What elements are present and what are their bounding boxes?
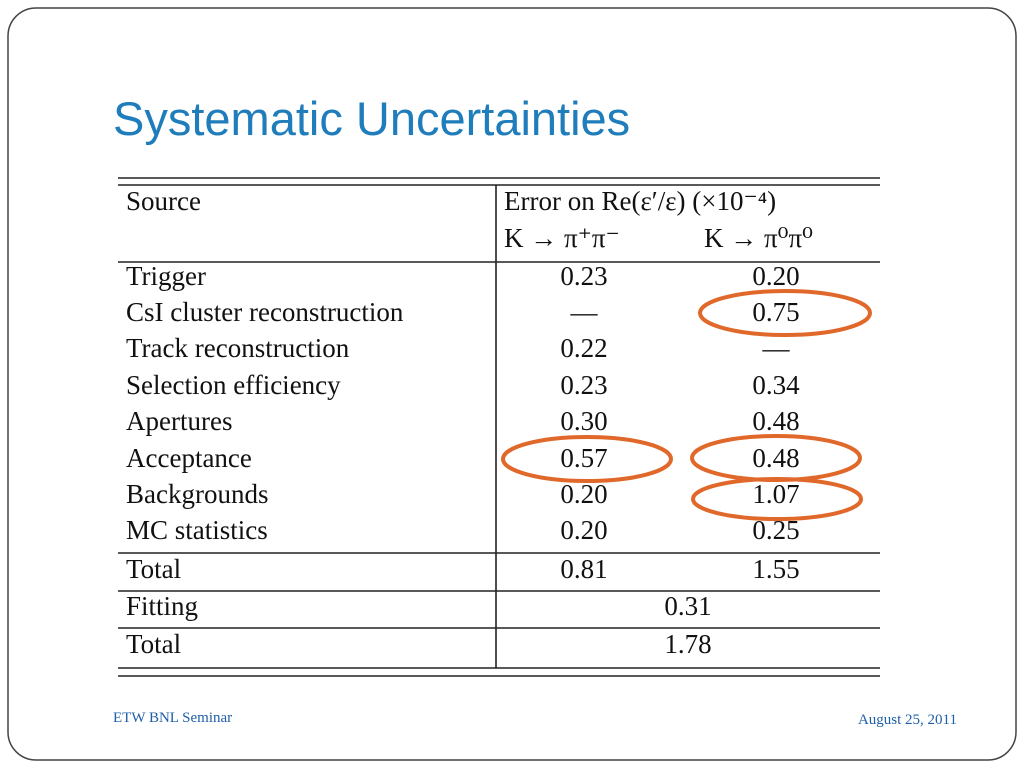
value-cell: 0.20 (560, 515, 607, 545)
row-label: MC statistics (126, 515, 268, 545)
row-label: Apertures (126, 406, 232, 436)
footer-left: ETW BNL Seminar (113, 710, 232, 726)
row-label: Fitting (126, 591, 198, 621)
row-label: Acceptance (126, 443, 252, 473)
row-label: Total (126, 629, 181, 659)
highlight-ring (691, 477, 863, 521)
row-label: Total (126, 554, 181, 584)
highlight-ring (698, 289, 872, 337)
highlight-rings (501, 289, 872, 521)
row-label: Track reconstruction (126, 333, 350, 363)
value-cell: 0.75 (752, 297, 799, 327)
table: Source Error on Re(ε′/ε) (×10⁻⁴) K → π⁺π⁻ K… (126, 186, 813, 659)
value-cell: — (762, 333, 791, 363)
footer-right: August 25, 2011 (858, 712, 957, 728)
value-cell: 0.81 (560, 554, 607, 584)
highlight-ring (501, 435, 673, 483)
row-label: Selection efficiency (126, 370, 341, 400)
value-cell: 0.48 (752, 443, 799, 473)
value-cell: 0.23 (560, 261, 607, 291)
header-cell: Error on Re(ε′/ε) (×10⁻⁴) (504, 186, 776, 216)
value-cell: 0.48 (752, 406, 799, 436)
subheader-cell: K → π⁰π⁰ (704, 223, 813, 253)
header-cell: Source (126, 186, 201, 216)
value-cell: 0.22 (560, 333, 607, 363)
value-cell: 0.20 (752, 261, 799, 291)
value-cell: — (570, 297, 599, 327)
slide-title: Systematic Uncertainties (113, 92, 630, 145)
value-cell: 0.20 (560, 479, 607, 509)
row-label: Backgrounds (126, 479, 268, 509)
value-cell: 0.57 (560, 443, 607, 473)
value-cell: 1.55 (752, 554, 799, 584)
subheader-cell: K → π⁺π⁻ (504, 223, 620, 253)
value-cell: 0.34 (752, 370, 800, 400)
value-cell: 0.23 (560, 370, 607, 400)
table-rules (118, 177, 880, 677)
row-label: Trigger (126, 261, 206, 291)
value-cell: 1.07 (752, 479, 799, 509)
value-cell: 0.30 (560, 406, 607, 436)
row-label: CsI cluster reconstruction (126, 297, 404, 327)
slide-frame (7, 7, 1017, 761)
value-cell: 1.78 (664, 629, 711, 659)
value-cell: 0.31 (664, 591, 711, 621)
